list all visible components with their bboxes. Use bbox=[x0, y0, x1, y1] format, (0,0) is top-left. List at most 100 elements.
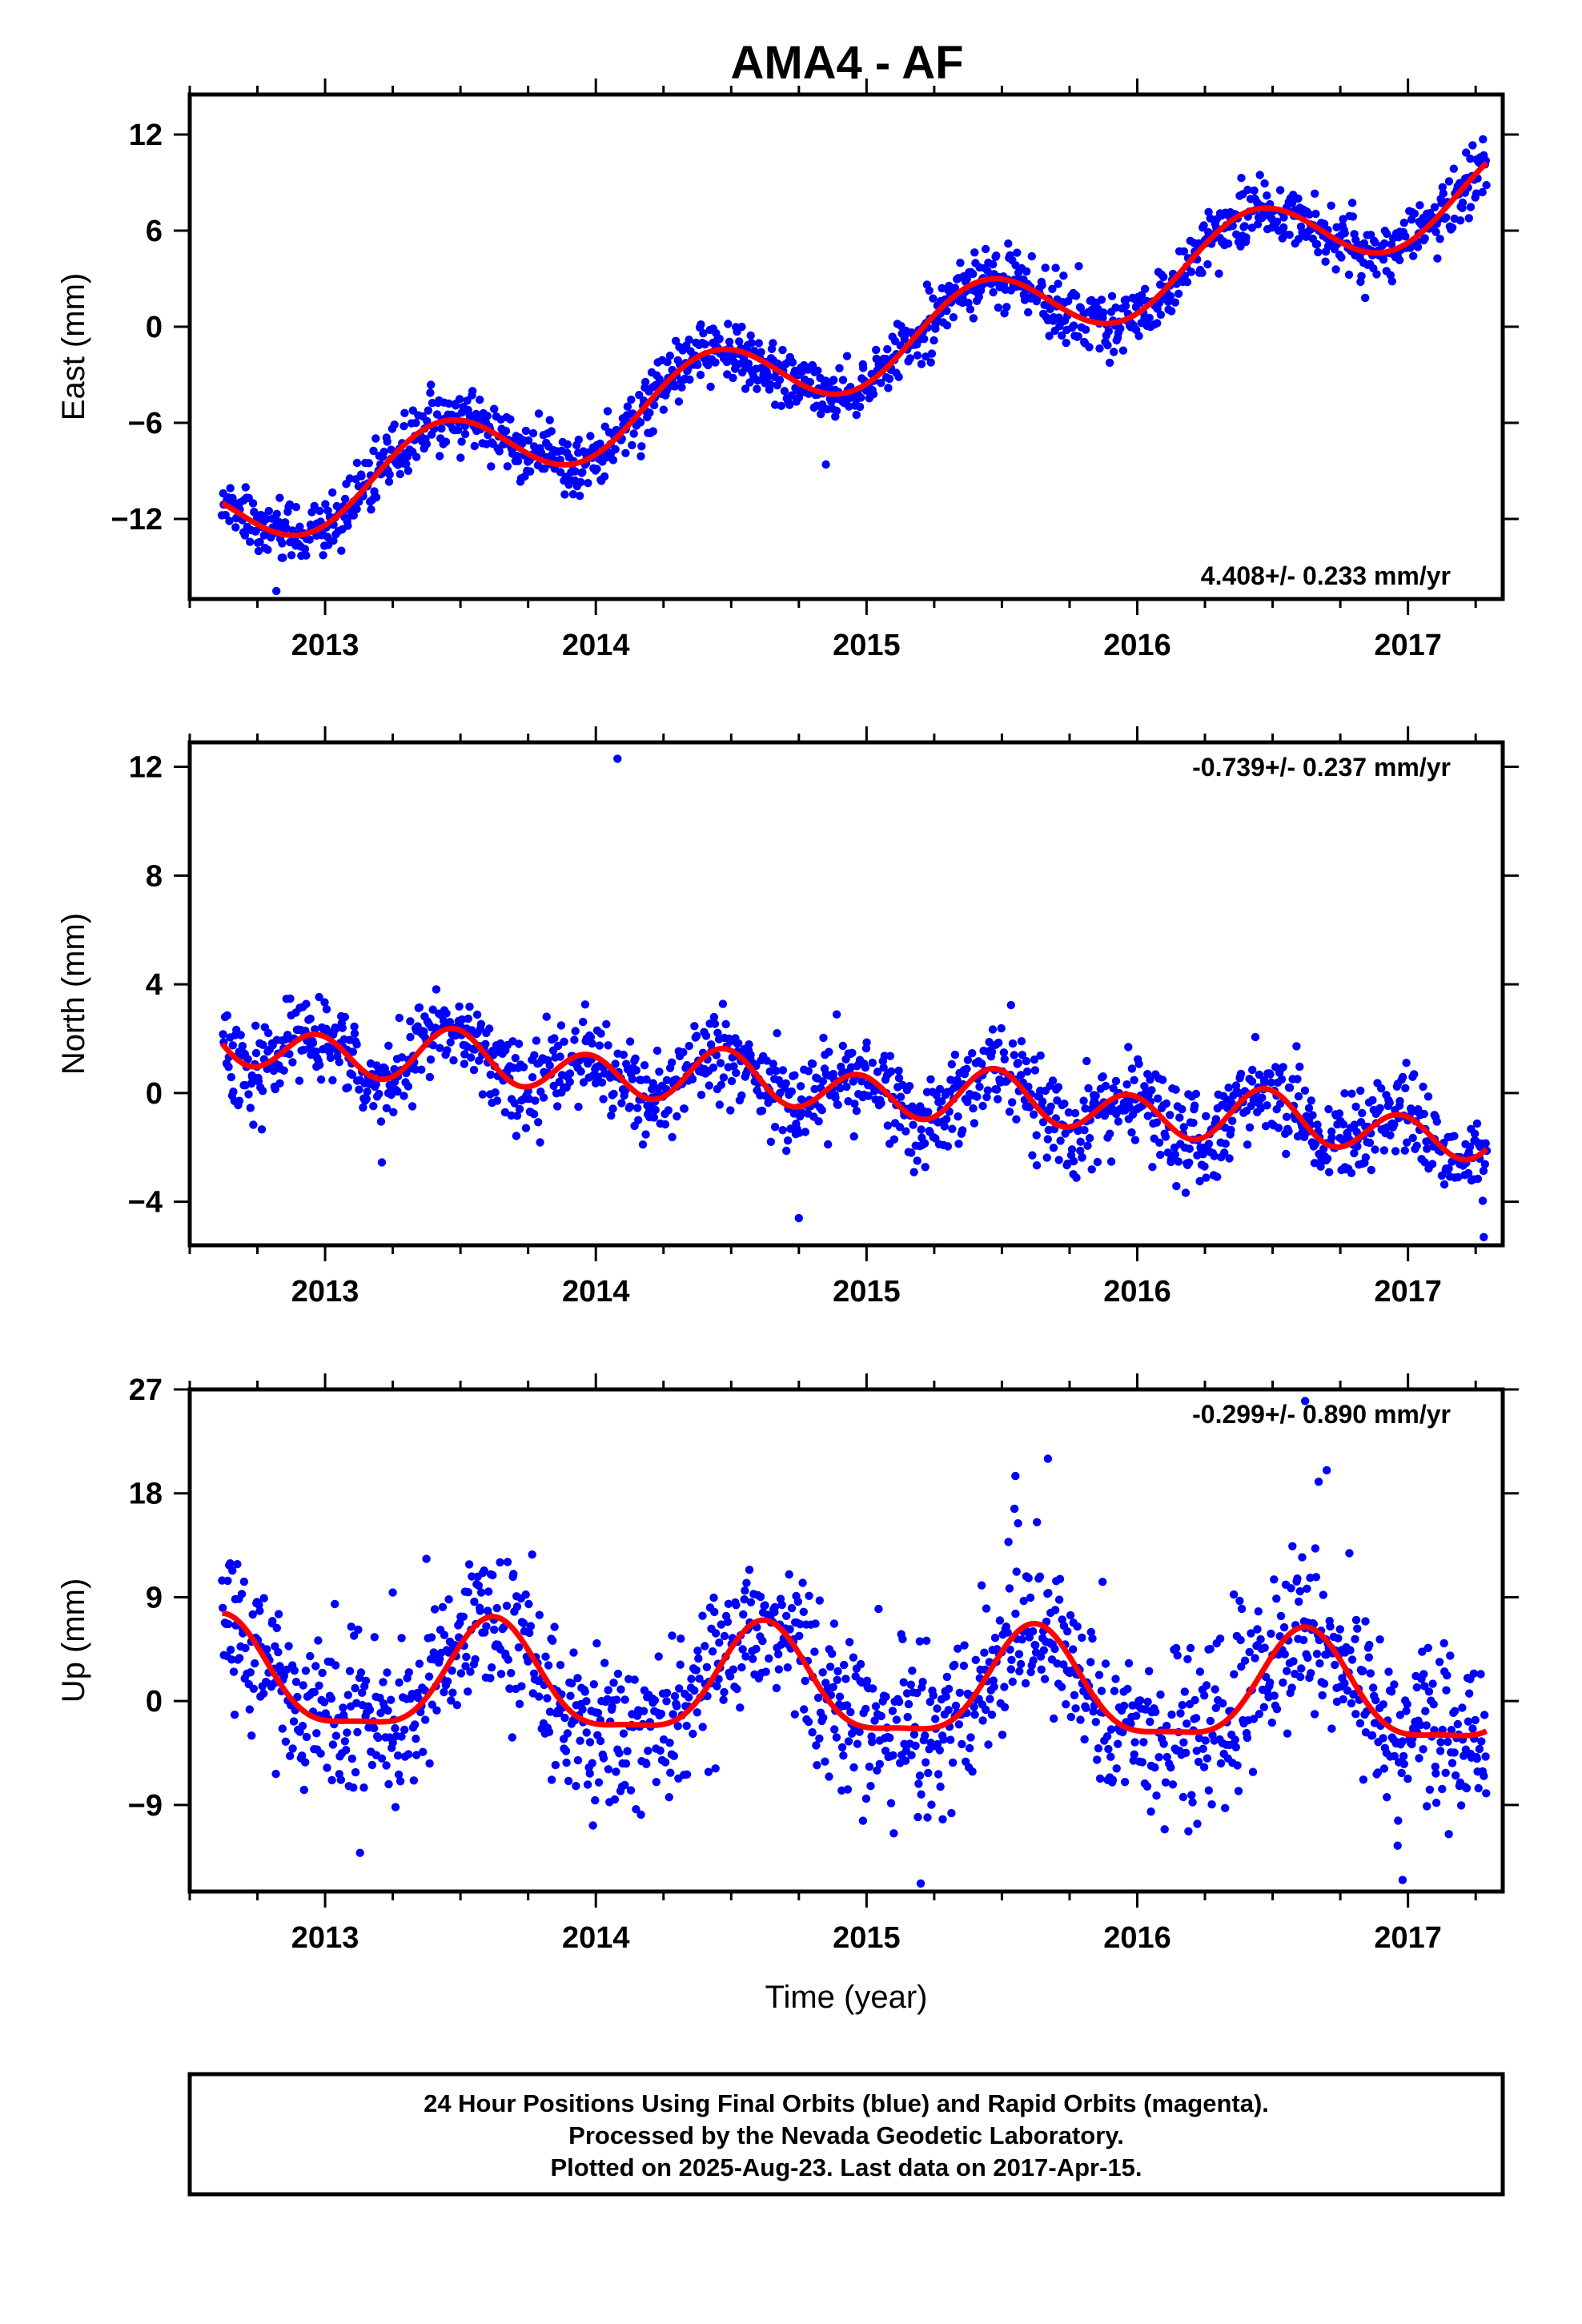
data-point bbox=[649, 1113, 659, 1122]
data-point bbox=[524, 436, 533, 445]
y-tick-label: 0 bbox=[146, 311, 163, 344]
data-point bbox=[1162, 1752, 1171, 1762]
data-point bbox=[917, 360, 926, 368]
data-point bbox=[613, 1669, 623, 1679]
data-point bbox=[909, 1120, 917, 1129]
data-point bbox=[460, 1050, 469, 1059]
data-point bbox=[988, 1025, 998, 1034]
data-point bbox=[1029, 1656, 1038, 1665]
data-point bbox=[244, 1090, 253, 1099]
data-point bbox=[443, 1046, 452, 1055]
data-point bbox=[1013, 248, 1022, 257]
data-point bbox=[358, 1688, 367, 1697]
data-point bbox=[1125, 1103, 1134, 1112]
data-point bbox=[1431, 1799, 1441, 1807]
data-point bbox=[665, 352, 675, 360]
y-tick-label: 9 bbox=[146, 1581, 163, 1614]
model-fit-line bbox=[220, 160, 1489, 539]
data-point bbox=[312, 1729, 321, 1738]
data-point bbox=[475, 1056, 484, 1065]
data-point bbox=[515, 1104, 524, 1114]
data-point bbox=[299, 1681, 307, 1690]
data-point bbox=[487, 462, 496, 471]
data-point bbox=[1412, 1683, 1422, 1692]
data-point bbox=[808, 1728, 817, 1737]
data-point bbox=[529, 1110, 539, 1119]
data-point bbox=[984, 1740, 993, 1749]
data-point bbox=[1469, 1669, 1479, 1678]
data-point bbox=[1393, 1841, 1402, 1850]
data-point bbox=[926, 1075, 935, 1084]
data-point bbox=[652, 1778, 661, 1787]
data-point bbox=[1298, 1553, 1307, 1562]
data-point bbox=[723, 1618, 733, 1626]
data-point bbox=[888, 1707, 897, 1715]
data-point bbox=[907, 1751, 916, 1759]
data-point bbox=[1087, 1165, 1096, 1174]
data-point bbox=[1153, 319, 1162, 328]
data-point bbox=[526, 1622, 536, 1630]
data-point bbox=[931, 1715, 940, 1723]
data-point bbox=[1111, 1675, 1120, 1683]
data-point bbox=[625, 1102, 635, 1112]
data-point bbox=[883, 344, 892, 354]
data-point bbox=[1237, 1663, 1246, 1671]
data-point bbox=[369, 446, 378, 456]
data-point bbox=[1260, 1078, 1269, 1088]
data-point bbox=[376, 1117, 386, 1126]
data-point bbox=[301, 1758, 310, 1767]
data-point bbox=[1084, 1084, 1093, 1093]
y-tick-label: −12 bbox=[111, 503, 163, 537]
data-point bbox=[1085, 343, 1094, 352]
data-point bbox=[1021, 1679, 1030, 1688]
data-point bbox=[1423, 1802, 1431, 1811]
data-point bbox=[1014, 1058, 1023, 1068]
data-point bbox=[1028, 1151, 1037, 1160]
data-point bbox=[507, 1669, 516, 1678]
data-point bbox=[1240, 1656, 1250, 1665]
data-point bbox=[1118, 346, 1128, 355]
data-point bbox=[560, 490, 569, 499]
data-point bbox=[762, 1056, 771, 1065]
data-point bbox=[668, 1058, 677, 1067]
data-point bbox=[1166, 1111, 1174, 1120]
data-point bbox=[257, 1125, 267, 1134]
data-point bbox=[1235, 1596, 1244, 1606]
data-point bbox=[1351, 1710, 1360, 1719]
data-point bbox=[1314, 247, 1323, 257]
data-point bbox=[1166, 1763, 1175, 1772]
data-point bbox=[1024, 308, 1033, 317]
data-point bbox=[1224, 1084, 1233, 1092]
data-point bbox=[496, 1670, 506, 1679]
data-point bbox=[1183, 1655, 1192, 1663]
data-point bbox=[958, 1739, 966, 1749]
data-point bbox=[915, 1771, 925, 1780]
data-point bbox=[971, 1655, 981, 1664]
data-point bbox=[729, 1665, 738, 1674]
data-point bbox=[593, 1072, 603, 1081]
data-point bbox=[881, 1692, 890, 1701]
data-point bbox=[1057, 1683, 1066, 1691]
data-point bbox=[1412, 1141, 1421, 1150]
data-point bbox=[1106, 1129, 1114, 1138]
data-point bbox=[1156, 1150, 1165, 1160]
data-point bbox=[1179, 1738, 1188, 1747]
data-point bbox=[889, 1829, 898, 1838]
data-point bbox=[978, 1716, 987, 1725]
data-point bbox=[604, 1765, 613, 1774]
data-point bbox=[444, 399, 453, 408]
data-point bbox=[939, 1735, 948, 1744]
data-point bbox=[436, 1043, 444, 1052]
data-point bbox=[586, 1032, 596, 1042]
data-point bbox=[371, 493, 381, 502]
data-point bbox=[754, 339, 763, 348]
data-point bbox=[428, 1005, 437, 1014]
data-point bbox=[1114, 1739, 1122, 1748]
data-point bbox=[571, 1027, 580, 1035]
data-point bbox=[1421, 1707, 1430, 1715]
data-point bbox=[504, 1655, 512, 1664]
data-point bbox=[1000, 1683, 1009, 1691]
data-point bbox=[844, 1097, 853, 1106]
data-point bbox=[414, 1694, 423, 1703]
